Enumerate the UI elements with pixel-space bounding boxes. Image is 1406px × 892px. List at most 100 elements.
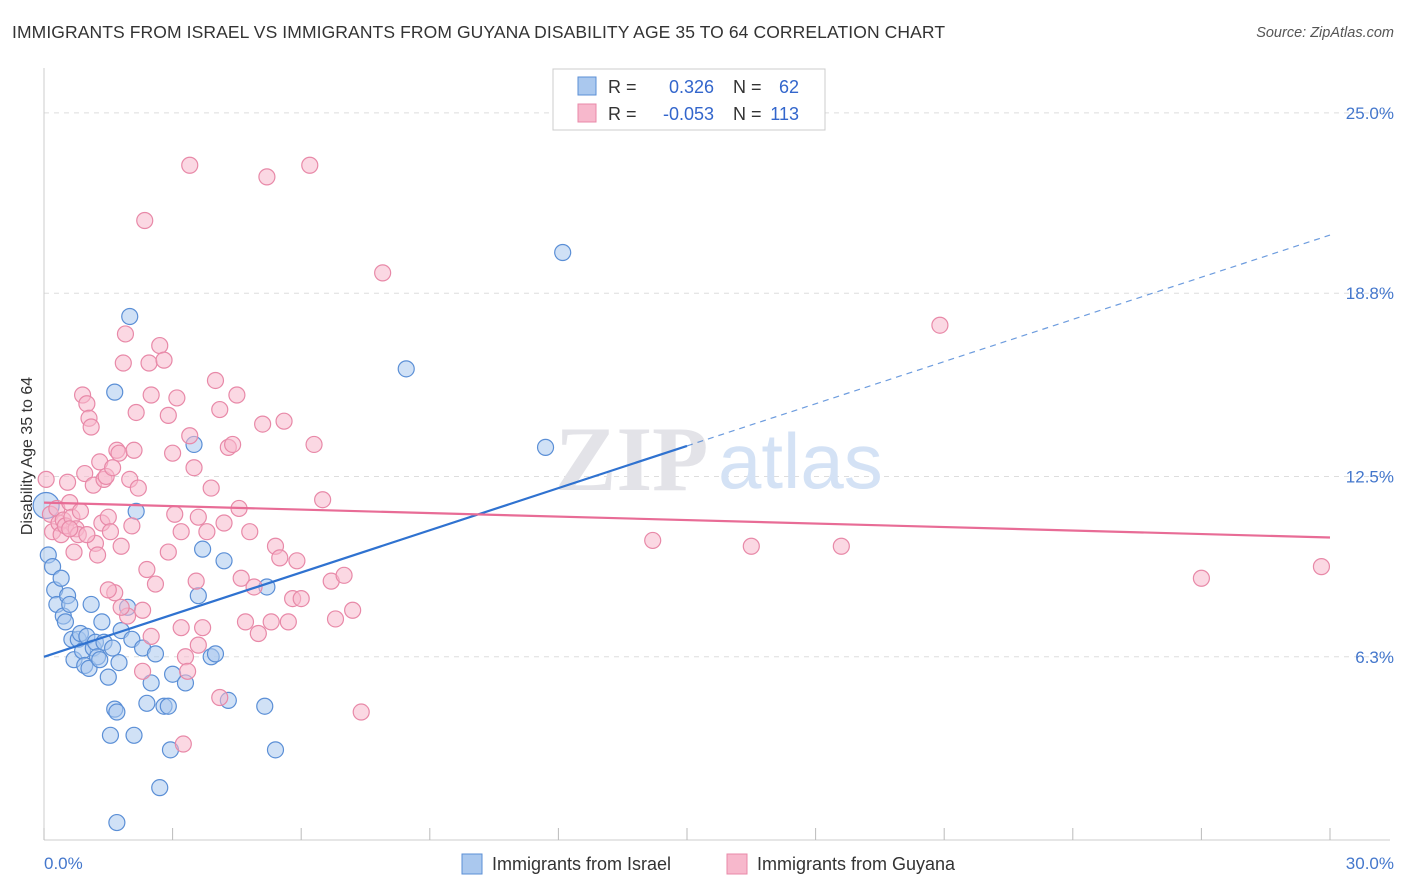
data-point: [101, 726, 120, 744]
data-point: [151, 779, 169, 797]
data-point: [172, 523, 190, 541]
y-tick-label: 18.8%: [1346, 284, 1394, 303]
trend-line-guyana: [43, 501, 1331, 539]
data-point: [52, 569, 70, 587]
data-point: [742, 537, 760, 555]
data-point: [99, 581, 117, 599]
data-point: [194, 540, 212, 558]
y-tick-label: 25.0%: [1346, 104, 1394, 123]
data-point: [232, 569, 250, 587]
data-point: [78, 526, 96, 544]
data-point: [133, 601, 152, 619]
data-point: [305, 435, 323, 454]
y-tick-labels: 6.3% 12.5% 18.8% 25.0%: [1346, 104, 1394, 667]
data-point: [185, 459, 203, 477]
legend-r-label-guyana: R =: [608, 104, 637, 124]
data-point: [37, 470, 55, 488]
data-point: [271, 549, 289, 567]
data-point: [78, 395, 96, 413]
data-point: [43, 558, 62, 576]
data-point: [194, 619, 212, 637]
data-point: [335, 566, 353, 584]
bottom-legend-label-israel: Immigrants from Israel: [492, 854, 671, 874]
data-point: [198, 523, 216, 541]
data-point: [159, 406, 177, 424]
y-axis-label: Disability Age 35 to 64: [19, 377, 36, 535]
bottom-legend-swatch-israel: [461, 853, 483, 875]
data-point: [179, 662, 197, 680]
legend-n-value-israel: 62: [779, 77, 799, 97]
data-point: [159, 697, 177, 715]
data-point: [56, 613, 75, 631]
data-point: [832, 537, 850, 555]
data-point: [61, 595, 79, 614]
data-point: [224, 435, 242, 454]
data-point: [138, 560, 156, 579]
data-point: [215, 552, 233, 570]
data-point: [125, 441, 143, 459]
data-point: [536, 438, 555, 456]
data-point: [187, 572, 205, 590]
data-point: [121, 307, 139, 326]
data-point: [228, 386, 246, 404]
data-point: [202, 479, 220, 497]
data-point: [168, 389, 186, 407]
stats-legend: R = 0.326 N = 62 R = -0.053 N = 113: [552, 68, 826, 131]
data-point: [374, 264, 392, 282]
data-point: [159, 543, 177, 561]
data-point: [142, 627, 160, 646]
data-point: [166, 505, 184, 523]
data-point: [133, 662, 152, 680]
data-point: [58, 473, 77, 491]
data-point: [275, 412, 293, 430]
data-point: [931, 316, 949, 334]
data-point: [93, 613, 111, 631]
data-point: [99, 668, 117, 686]
data-point: [174, 735, 192, 753]
series-guyana-points: [37, 156, 1331, 753]
data-point: [314, 491, 332, 509]
data-point: [108, 703, 126, 721]
data-point: [91, 651, 109, 669]
data-point: [211, 688, 229, 707]
data-point: [129, 479, 147, 497]
data-point: [123, 517, 141, 535]
series-legend: Immigrants from Israel Immigrants from G…: [461, 853, 956, 875]
data-point: [116, 325, 135, 343]
data-point: [262, 613, 280, 631]
bottom-legend-label-guyana: Immigrants from Guyana: [757, 854, 956, 874]
bottom-legend-swatch-guyana: [726, 853, 748, 875]
data-point: [344, 601, 362, 619]
data-point: [1192, 569, 1211, 587]
data-point: [112, 537, 130, 555]
chart-title: IMMIGRANTS FROM ISRAEL VS IMMIGRANTS FRO…: [12, 22, 946, 42]
data-point: [61, 520, 79, 538]
data-point: [211, 400, 229, 419]
data-point: [215, 514, 233, 532]
data-point: [101, 523, 120, 541]
data-point: [99, 508, 117, 526]
data-point: [65, 543, 83, 561]
data-point: [127, 403, 145, 422]
data-point: [266, 741, 285, 759]
data-point: [112, 598, 130, 616]
data-point: [181, 427, 199, 445]
legend-r-label-israel: R =: [608, 77, 637, 97]
data-point: [189, 587, 207, 605]
data-point: [151, 336, 169, 355]
legend-n-value-guyana: 113: [770, 104, 799, 124]
data-point: [142, 674, 160, 692]
legend-swatch-israel: [577, 76, 597, 96]
data-point: [140, 354, 158, 372]
data-point: [164, 444, 182, 462]
data-point: [103, 639, 122, 657]
data-point: [1312, 558, 1331, 576]
data-point: [106, 383, 124, 401]
data-point: [108, 813, 126, 832]
y-tick-label: 12.5%: [1346, 467, 1394, 486]
data-point: [88, 546, 107, 564]
data-point: [397, 360, 415, 378]
data-point: [181, 156, 199, 174]
data-point: [76, 464, 94, 483]
source-name: ZipAtlas.com: [1310, 25, 1394, 41]
